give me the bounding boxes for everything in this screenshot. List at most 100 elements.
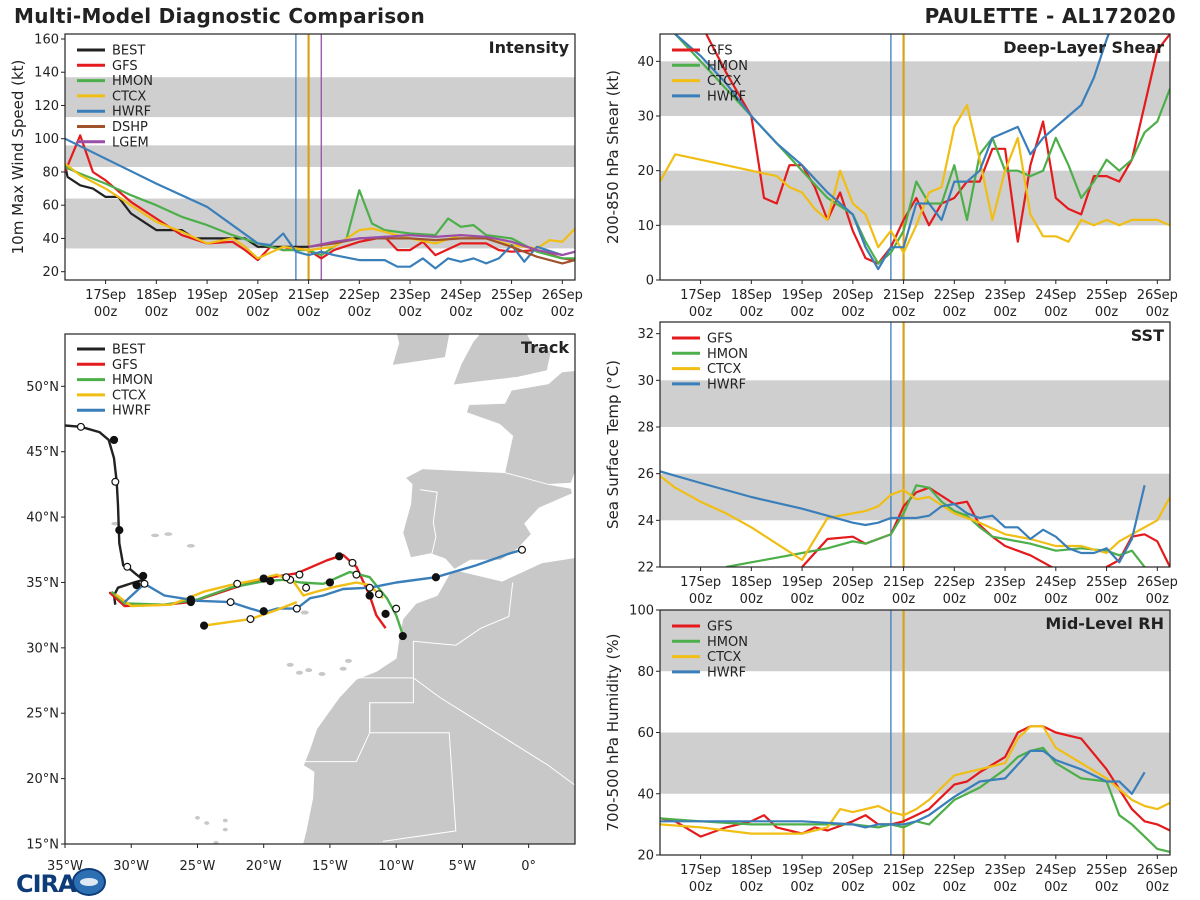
lon-tick-label: 20°W xyxy=(246,859,282,874)
x-tick-label-hour: 00z xyxy=(841,880,865,895)
africa-land xyxy=(302,557,575,844)
x-tick-label: 22Sep xyxy=(934,288,975,303)
x-tick-label-hour: 00z xyxy=(740,880,764,895)
x-tick-label: 19Sep xyxy=(187,288,228,303)
series-line-ctcx xyxy=(660,475,1170,562)
plot-background xyxy=(660,322,1170,567)
track-point-filled xyxy=(259,607,268,616)
lon-tick-label: 10°W xyxy=(378,859,414,874)
y-tick-label: 22 xyxy=(637,561,654,576)
y-tick-label: 60 xyxy=(637,726,654,741)
track-point-filled xyxy=(381,609,390,618)
track-point-filled xyxy=(431,573,441,582)
cape-verde-island xyxy=(213,840,219,844)
y-tick-label: 30 xyxy=(637,374,654,389)
x-tick-label: 19Sep xyxy=(782,288,823,303)
legend-label: HWRF xyxy=(112,105,151,120)
x-tick-label: 18Sep xyxy=(731,575,772,590)
x-tick-label-hour: 00z xyxy=(145,305,169,320)
track-point-open xyxy=(374,590,383,599)
legend-label: GFS xyxy=(707,620,733,635)
x-tick-label: 24Sep xyxy=(440,288,481,303)
track-point-open xyxy=(76,422,85,431)
x-tick-label-hour: 00z xyxy=(449,305,473,320)
figure-title-right: PAULETTE - AL172020 xyxy=(924,4,1176,28)
track-point-filled xyxy=(259,574,268,583)
panel-title: Deep-Layer Shear xyxy=(1003,38,1164,57)
cira-logo: CIRA xyxy=(6,868,106,898)
track-point-open xyxy=(282,573,291,582)
y-tick-label: 30 xyxy=(637,110,654,125)
lat-tick-label: 35°N xyxy=(26,576,59,591)
x-tick-label-hour: 00z xyxy=(943,305,967,320)
track-point-open xyxy=(392,604,401,613)
x-tick-label: 21Sep xyxy=(883,288,924,303)
y-tick-label: 80 xyxy=(42,165,59,180)
legend-label: HWRF xyxy=(707,665,746,680)
panel-title: Intensity xyxy=(489,38,570,57)
x-tick-label-hour: 00z xyxy=(1146,305,1170,320)
x-tick-label-hour: 00z xyxy=(1044,880,1068,895)
x-tick-label-hour: 00z xyxy=(841,305,865,320)
legend-label: HWRF xyxy=(112,404,151,419)
iberia-land xyxy=(402,468,573,570)
ireland-land xyxy=(391,334,450,366)
legend-label: CTCX xyxy=(707,650,741,665)
series-line-ctcx xyxy=(660,725,1170,835)
tracks xyxy=(65,422,527,641)
series-line-lgem xyxy=(308,234,575,257)
x-tick-label: 26Sep xyxy=(542,288,583,303)
cape-verde-island xyxy=(204,821,210,825)
x-tick-label: 18Sep xyxy=(731,288,772,303)
threshold-band xyxy=(65,77,575,118)
track-point-filled xyxy=(115,526,124,535)
canary-island xyxy=(318,672,326,676)
x-tick-label-hour: 00z xyxy=(348,305,372,320)
lon-tick-label: 15°W xyxy=(312,859,348,874)
x-tick-label: 21Sep xyxy=(883,575,924,590)
x-tick-label: 25Sep xyxy=(1086,288,1127,303)
x-tick-label-hour: 00z xyxy=(195,305,219,320)
y-tick-label: 100 xyxy=(34,132,59,147)
britain-land xyxy=(452,334,552,386)
x-tick-label-hour: 00z xyxy=(551,305,575,320)
cape-verde-island xyxy=(222,827,228,832)
panel-title: Mid-Level RH xyxy=(1045,614,1164,633)
track-point-open xyxy=(226,598,235,607)
legend-label: BEST xyxy=(112,44,145,59)
panel-sst: 22 24 26 28 30 32 17Sep 00z 18Sep 00z 19Sep 00z 20Se… xyxy=(604,321,1178,607)
y-axis-label: 700-500 hPa Humidity (%) xyxy=(604,633,622,831)
panel-shear: 0 10 20 30 40 17Sep 00z 18Sep 00z 19Sep 00z 20Sep 00… xyxy=(604,33,1178,320)
threshold-band xyxy=(660,610,1170,672)
panel-rh: 20 40 60 80 100 17Sep 00z 18Sep 00z 19Sep 00z 20Sep… xyxy=(604,604,1178,896)
panel-title: SST xyxy=(1131,326,1164,345)
track-point-open xyxy=(233,579,242,588)
canary-island xyxy=(295,670,303,675)
track-point-filled xyxy=(109,435,119,445)
y-tick-label: 24 xyxy=(637,514,654,529)
legend-label: HWRF xyxy=(707,89,746,104)
y-tick-label: 140 xyxy=(34,66,59,81)
legend-label: HMON xyxy=(707,347,748,362)
lat-tick-label: 20°N xyxy=(26,772,59,787)
legend-label: BEST xyxy=(112,343,145,358)
legend-label: CTCX xyxy=(707,74,741,89)
series-line-hwrf xyxy=(65,137,563,270)
x-tick-label-hour: 00z xyxy=(943,592,967,607)
x-tick-label: 18Sep xyxy=(731,863,772,878)
track-point-open xyxy=(123,562,132,571)
x-tick-label: 17Sep xyxy=(680,288,721,303)
legend-label: GFS xyxy=(112,59,138,74)
lon-tick-label: 5°W xyxy=(449,859,477,874)
cape-verde-island xyxy=(222,818,228,823)
panel-intensity: 20 40 60 80 100 120 140 160 17Sep 00z 18Sep 00z 19Se… xyxy=(9,32,583,320)
y-tick-label: 160 xyxy=(34,32,59,47)
azores-island xyxy=(151,533,160,538)
x-tick-label: 17Sep xyxy=(680,575,721,590)
legend-label: CTCX xyxy=(112,89,146,104)
y-tick-label: 20 xyxy=(42,265,59,280)
border-mauritania xyxy=(369,702,457,842)
madeira-island xyxy=(300,610,309,615)
